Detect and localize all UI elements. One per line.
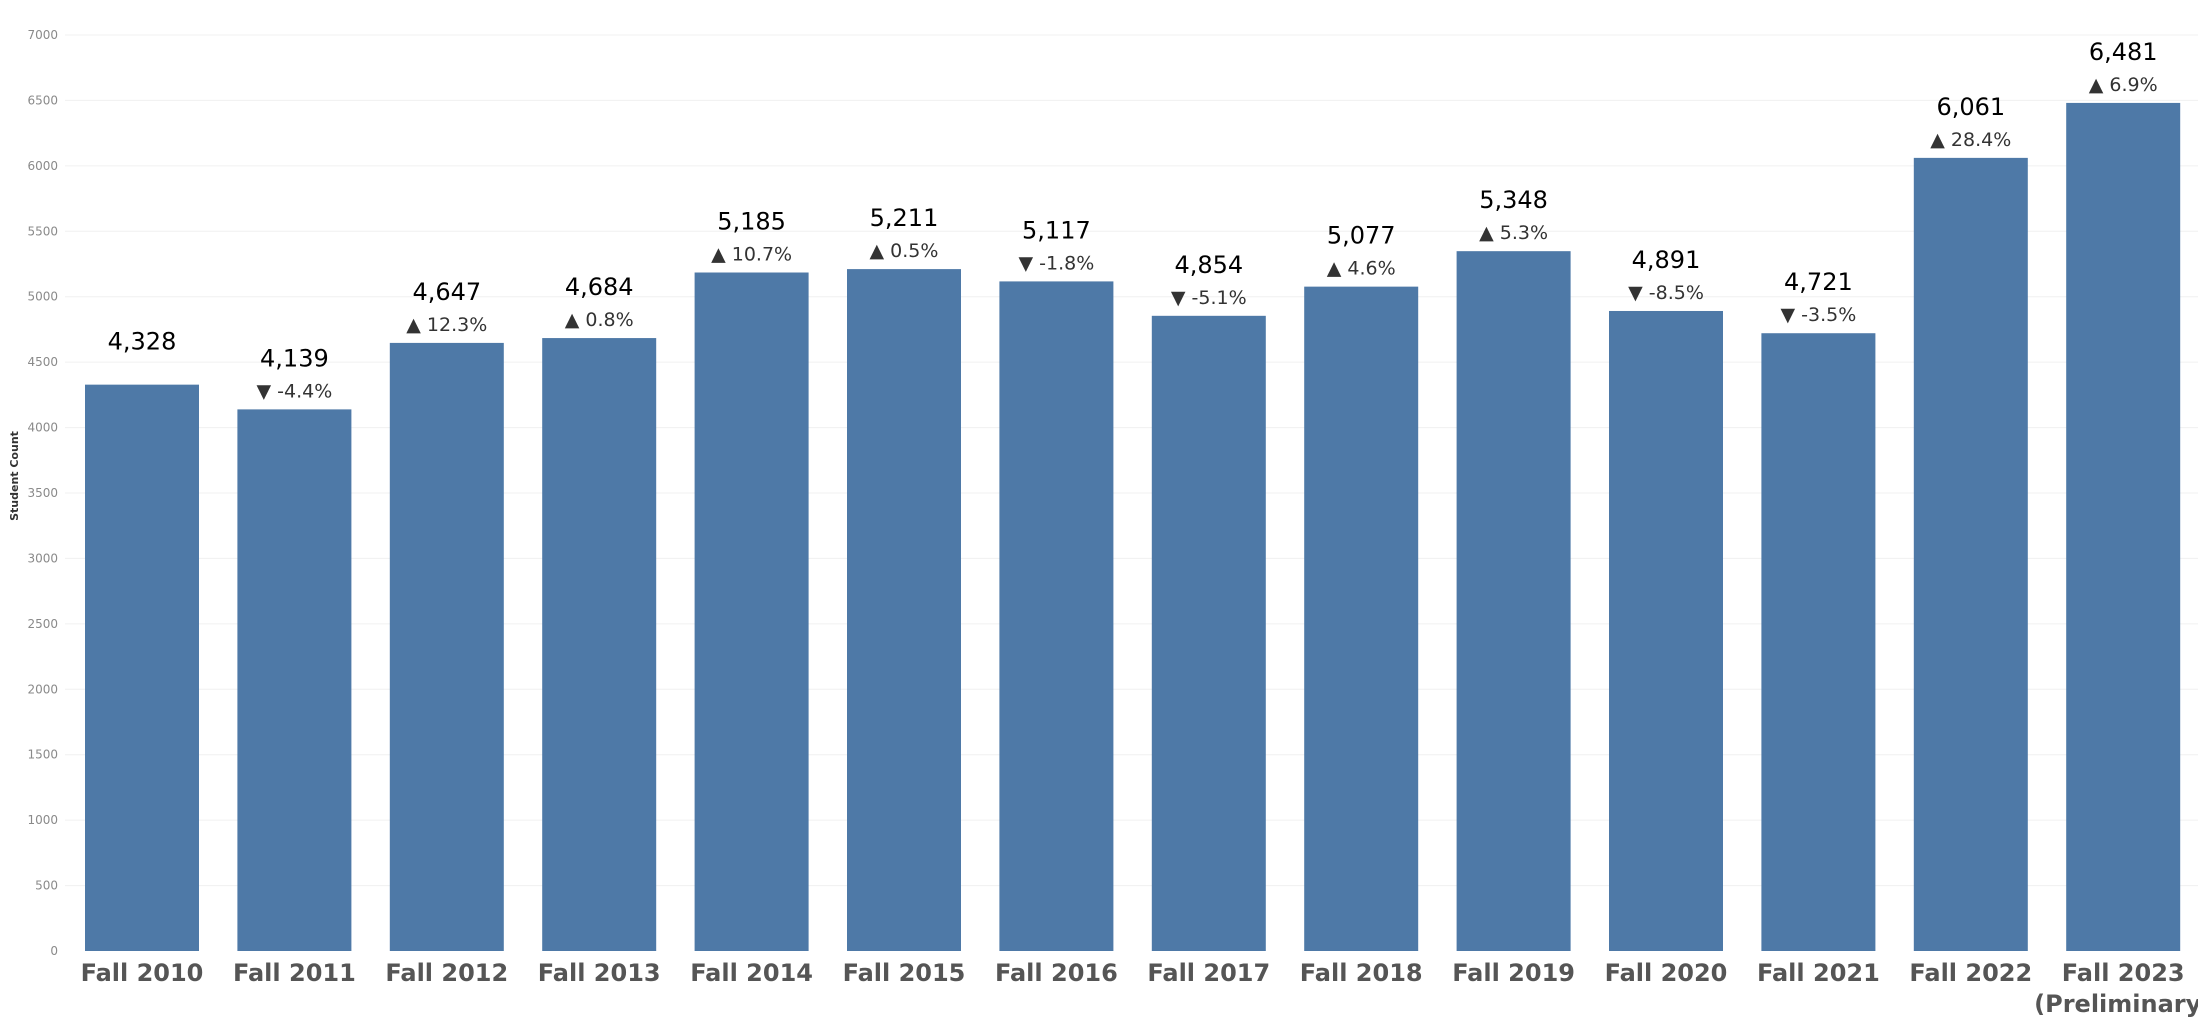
change-label: ▲ 4.6% (1327, 258, 1396, 280)
value-label: 6,061 (1936, 93, 2005, 121)
change-label: ▲ 6.9% (2089, 74, 2158, 96)
bar (694, 272, 809, 951)
x-tick-line: Fall 2014 (690, 959, 813, 987)
bar (847, 269, 961, 952)
bar (1609, 310, 1723, 951)
x-tick-label: Fall 2013 (538, 959, 661, 987)
y-tick-label: 2000 (27, 682, 58, 696)
y-tick-label: 1000 (27, 813, 58, 827)
x-tick-label: Fall 2019 (1452, 959, 1575, 987)
x-tick-line: (Preliminary) (2034, 990, 2198, 1018)
bar (389, 342, 504, 951)
gridlines (65, 34, 2198, 887)
bar (1913, 157, 2028, 951)
change-label: ▼ -4.4% (257, 380, 333, 402)
value-label: 4,139 (260, 344, 329, 372)
value-label: 6,481 (2089, 38, 2158, 66)
value-label: 4,721 (1784, 268, 1853, 296)
x-axis: Fall 2010 Fall 2011 Fall 2012 Fall 2013 Fall… (81, 959, 2198, 1018)
value-label: 5,077 (1327, 222, 1396, 250)
bar (1456, 251, 1571, 951)
y-tick-label: 3000 (27, 551, 58, 565)
change-label: ▼ -8.5% (1628, 282, 1704, 304)
y-tick-label: 3500 (27, 486, 58, 500)
bar (1761, 333, 1876, 952)
y-tick-label: 7000 (27, 28, 58, 42)
x-tick-line: Fall 2013 (538, 959, 661, 987)
x-tick-label: Fall 2014 (690, 959, 813, 987)
x-tick-line: Fall 2012 (385, 959, 508, 987)
x-tick-line: Fall 2010 (81, 959, 204, 987)
bar (85, 384, 199, 952)
change-label: ▲ 10.7% (711, 244, 792, 266)
y-tick-label: 6000 (27, 159, 58, 173)
y-tick-label: 4500 (27, 355, 58, 369)
value-label: 4,891 (1632, 246, 1701, 274)
y-tick-label: 5500 (27, 224, 58, 238)
value-label: 5,117 (1022, 216, 1091, 244)
x-tick-label: Fall 2020 (1605, 959, 1728, 987)
y-tick-label: 0 (50, 944, 58, 958)
value-label: 4,647 (412, 278, 481, 306)
change-label: ▲ 0.5% (870, 240, 939, 262)
x-tick-line: Fall 2015 (843, 959, 966, 987)
x-tick-label: Fall 2018 (1300, 959, 1423, 987)
bar (542, 338, 657, 951)
change-label: ▲ 12.3% (406, 314, 487, 336)
x-tick-label: Fall 2010 (81, 959, 204, 987)
x-tick-line: Fall 2017 (1147, 959, 1270, 987)
x-tick-label: Fall 2022 (1909, 959, 2032, 987)
x-tick-line: Fall 2016 (995, 959, 1118, 987)
x-tick-line: Fall 2023 (2062, 959, 2185, 987)
y-tick-label: 6500 (27, 93, 58, 107)
bars (85, 102, 2181, 952)
change-label: ▼ -3.5% (1781, 304, 1857, 326)
bar (999, 281, 1114, 951)
change-label: ▲ 28.4% (1930, 129, 2011, 151)
value-label: 5,185 (717, 208, 786, 236)
value-label: 5,348 (1479, 186, 1548, 214)
x-tick-line: Fall 2022 (1909, 959, 2032, 987)
y-tick-label: 500 (35, 879, 58, 893)
value-label: 4,328 (108, 328, 177, 356)
x-tick-label: Fall 2016 (995, 959, 1118, 987)
y-tick-label: 1500 (27, 748, 58, 762)
bar (2066, 102, 2181, 951)
bar (237, 409, 352, 951)
change-label: ▲ 0.8% (565, 309, 634, 331)
data-labels: 4,328 4,139 ▼ -4.4% 4,647 ▲ 12.3% 4,684 ▲ 0.8%… (108, 38, 2158, 402)
x-tick-label: Fall 2023 (Preliminary) (2034, 959, 2198, 1018)
change-label: ▲ 5.3% (1479, 222, 1548, 244)
x-tick-line: Fall 2019 (1452, 959, 1575, 987)
value-label: 4,684 (565, 273, 634, 301)
value-label: 5,211 (870, 204, 939, 232)
x-tick-line: Fall 2021 (1757, 959, 1880, 987)
y-tick-label: 5000 (27, 290, 58, 304)
bar (1151, 315, 1266, 951)
x-tick-line: Fall 2020 (1605, 959, 1728, 987)
y-axis-label: Student Count (8, 431, 21, 521)
y-axis: Student Count 0 500 1000 1500 2000 2500 3000 35… (8, 28, 58, 958)
x-tick-line: Fall 2011 (233, 959, 356, 987)
bar (1304, 286, 1419, 951)
x-tick-label: Fall 2012 (385, 959, 508, 987)
change-label: ▼ -5.1% (1171, 287, 1247, 309)
value-label: 4,854 (1174, 251, 1243, 279)
change-label: ▼ -1.8% (1019, 252, 1095, 274)
x-tick-label: Fall 2017 (1147, 959, 1270, 987)
y-tick-label: 4000 (27, 421, 58, 435)
y-tick-label: 2500 (27, 617, 58, 631)
x-tick-label: Fall 2011 (233, 959, 356, 987)
x-tick-label: Fall 2021 (1757, 959, 1880, 987)
x-tick-line: Fall 2018 (1300, 959, 1423, 987)
x-tick-label: Fall 2015 (843, 959, 966, 987)
